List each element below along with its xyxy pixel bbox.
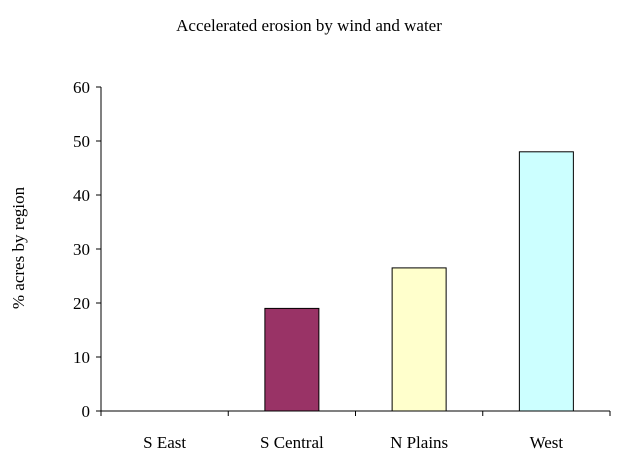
bar-n-plains (391, 267, 447, 412)
x-tick-label: S East (143, 433, 186, 452)
bars-group (264, 151, 574, 412)
y-tick-label: 10 (73, 348, 90, 367)
axes-group: 0 10 20 30 40 50 60 S East S Central N Plains West (73, 78, 611, 452)
y-tick-label: 40 (73, 186, 90, 205)
x-tick-label: N Plains (390, 433, 448, 452)
bar-s-central (264, 307, 320, 412)
y-tick-label: 20 (73, 294, 90, 313)
y-axis-label: % acres by region (9, 186, 28, 309)
y-tick-label: 60 (73, 78, 90, 97)
y-tick-label: 50 (73, 132, 90, 151)
bar-west (518, 151, 574, 412)
y-tick-label: 30 (73, 240, 90, 259)
x-tick-label: S Central (260, 433, 324, 452)
chart-title: Accelerated erosion by wind and water (176, 16, 442, 35)
y-tick-label: 0 (82, 402, 91, 421)
x-tick-label: West (530, 433, 564, 452)
